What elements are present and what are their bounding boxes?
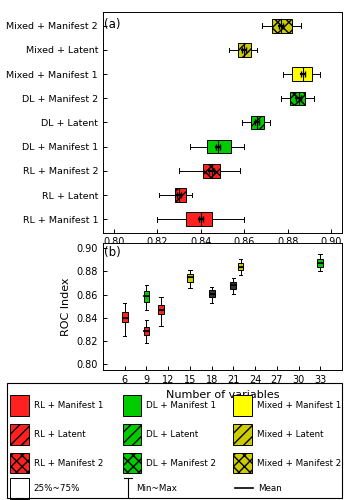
Text: RL + Latent: RL + Latent — [34, 430, 86, 439]
Bar — [203, 164, 220, 177]
Bar — [251, 116, 264, 130]
Y-axis label: ROC Index: ROC Index — [61, 277, 71, 336]
Bar — [10, 424, 29, 444]
Text: Mixed + Manifest 2: Mixed + Manifest 2 — [257, 458, 341, 468]
Text: Min~Max: Min~Max — [136, 484, 177, 493]
Bar — [233, 452, 252, 473]
Bar — [233, 395, 252, 416]
Text: DL + Latent: DL + Latent — [146, 430, 198, 439]
Bar — [207, 140, 231, 153]
X-axis label: Number of variables: Number of variables — [166, 390, 279, 400]
Bar — [186, 212, 211, 226]
X-axis label: ROC Index: ROC Index — [193, 253, 252, 263]
Bar — [174, 188, 186, 202]
Bar — [122, 395, 141, 416]
Text: (a): (a) — [104, 18, 121, 31]
Bar — [290, 92, 305, 105]
Text: Mixed + Latent: Mixed + Latent — [257, 430, 323, 439]
Bar — [122, 452, 141, 473]
Bar — [10, 395, 29, 416]
Text: DL + Manifest 1: DL + Manifest 1 — [146, 401, 216, 410]
Text: DL + Manifest 2: DL + Manifest 2 — [146, 458, 216, 468]
Bar — [122, 424, 141, 444]
Bar — [209, 290, 215, 297]
Text: Mean: Mean — [258, 484, 282, 493]
Bar — [143, 327, 149, 335]
Bar — [10, 478, 29, 498]
Bar — [238, 43, 251, 57]
Bar — [10, 452, 29, 473]
Bar — [122, 312, 128, 322]
Bar — [143, 291, 149, 302]
Bar — [233, 424, 252, 444]
Text: Mixed + Manifest 1: Mixed + Manifest 1 — [257, 401, 341, 410]
Text: (b): (b) — [104, 246, 121, 258]
Text: RL + Manifest 1: RL + Manifest 1 — [34, 401, 103, 410]
Text: RL + Manifest 2: RL + Manifest 2 — [34, 458, 103, 468]
Bar — [317, 258, 323, 267]
Bar — [158, 305, 164, 314]
Bar — [273, 19, 292, 32]
Bar — [238, 264, 244, 270]
Text: 25%~75%: 25%~75% — [34, 484, 80, 493]
Bar — [230, 282, 236, 289]
Bar — [187, 274, 193, 282]
Bar — [292, 68, 312, 81]
